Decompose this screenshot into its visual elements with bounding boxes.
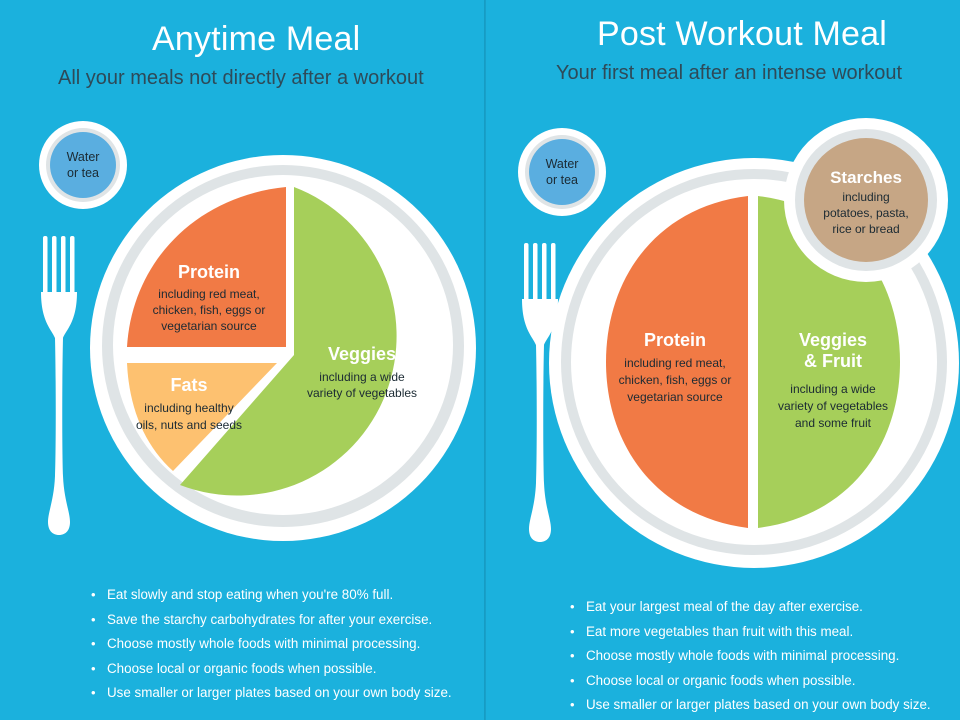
protein-desc-line1: including red meat,	[158, 287, 259, 301]
protein-section	[606, 196, 748, 528]
tip-item: Eat more vegetables than fruit with this…	[570, 620, 931, 645]
veggies-fruit-label: Veggies	[799, 330, 867, 350]
fork-icon	[522, 243, 558, 542]
starches-desc-line1: including	[842, 190, 889, 204]
drink-label-line2: or tea	[546, 173, 578, 187]
tip-item: Choose mostly whole foods with minimal p…	[570, 644, 931, 669]
starches-desc-line3: rice or bread	[832, 222, 899, 236]
starches-label: Starches	[830, 168, 902, 187]
veggies-desc-line3: and some fruit	[795, 416, 872, 430]
protein-label: Protein	[178, 262, 240, 282]
drink-label-line1: Water	[67, 150, 100, 164]
post-workout-subtitle: Your first meal after an intense workout	[556, 62, 903, 84]
anytime-plate: Protein including red meat, chicken, fis…	[90, 155, 476, 541]
anytime-meal-panel: Anytime Meal All your meals not directly…	[0, 0, 486, 720]
fats-section	[127, 363, 277, 471]
protein-desc-line2: chicken, fish, eggs or	[153, 303, 266, 317]
veggies-desc-line1: including a wide	[790, 382, 876, 396]
veggies-section	[180, 187, 397, 496]
tip-item: Eat slowly and stop eating when you're 8…	[91, 583, 452, 608]
fork-icon	[41, 236, 77, 535]
starches-bowl: Starches including potatoes, pasta, rice…	[784, 118, 948, 282]
tip-item: Use smaller or larger plates based on yo…	[91, 681, 452, 706]
post-workout-title: Post Workout Meal	[597, 15, 887, 53]
tip-item: Choose mostly whole foods with minimal p…	[91, 632, 452, 657]
veggies-desc-line2: variety of vegetables	[307, 386, 417, 400]
protein-desc-line1: including red meat,	[624, 356, 725, 370]
fats-label: Fats	[170, 375, 207, 395]
veggies-desc-line2: variety of vegetables	[778, 399, 888, 413]
anytime-meal-plate-illustration: Water or tea Protein including red meat,…	[39, 121, 476, 541]
tip-item: Save the starchy carbohydrates for after…	[91, 608, 452, 633]
anytime-meal-tips: Eat slowly and stop eating when you're 8…	[91, 583, 452, 706]
water-glass-icon: Water or tea	[518, 128, 606, 216]
protein-section	[127, 187, 286, 347]
post-workout-plate-illustration: Water or tea Protein including red meat,…	[518, 118, 959, 568]
water-glass-icon: Water or tea	[39, 121, 127, 209]
protein-desc-line3: vegetarian source	[627, 390, 723, 404]
tip-item: Eat your largest meal of the day after e…	[570, 595, 931, 620]
veggies-desc-line1: including a wide	[319, 370, 405, 384]
drink-label-line2: or tea	[67, 166, 99, 180]
post-workout-meal-panel: Post Workout Meal Your first meal after …	[486, 0, 960, 720]
post-workout-tips: Eat your largest meal of the day after e…	[570, 595, 931, 718]
protein-desc-line3: vegetarian source	[161, 319, 257, 333]
protein-label: Protein	[644, 330, 706, 350]
starches-desc-line2: potatoes, pasta,	[823, 206, 908, 220]
tip-item: Choose local or organic foods when possi…	[570, 669, 931, 694]
veggies-fruit-label-line2: & Fruit	[804, 351, 862, 371]
anytime-meal-title: Anytime Meal	[152, 20, 361, 58]
fats-desc-line1: including healthy	[144, 401, 233, 415]
anytime-meal-subtitle: All your meals not directly after a work…	[58, 67, 424, 89]
protein-desc-line2: chicken, fish, eggs or	[619, 373, 732, 387]
veggies-label: Veggies	[328, 344, 396, 364]
drink-label-line1: Water	[546, 157, 579, 171]
tip-item: Choose local or organic foods when possi…	[91, 657, 452, 682]
tip-item: Use smaller or larger plates based on yo…	[570, 693, 931, 718]
fats-desc-line2: oils, nuts and seeds	[136, 418, 242, 432]
